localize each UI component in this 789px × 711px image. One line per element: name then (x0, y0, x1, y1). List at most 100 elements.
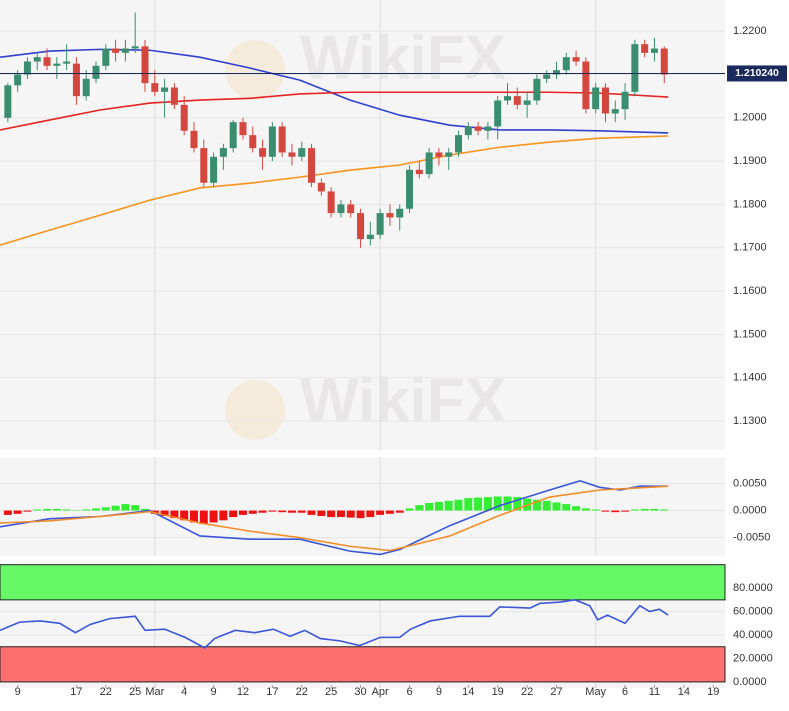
candle-body (425, 152, 433, 175)
x-tick-label: May (585, 686, 606, 698)
x-tick-label: 14 (678, 686, 690, 698)
histogram-bar (258, 510, 267, 513)
histogram-bar (640, 508, 649, 511)
x-tick-label: 9 (211, 686, 217, 698)
candle-body (552, 70, 560, 75)
x-tick-label: 11 (649, 686, 660, 698)
macd-pane (0, 457, 725, 556)
histogram-bar (493, 496, 502, 511)
candle-body (92, 65, 100, 79)
candle-body (200, 148, 208, 183)
candle-body (572, 57, 580, 62)
histogram-bar (62, 509, 71, 511)
candle-body (406, 169, 414, 209)
candle-body (357, 213, 365, 240)
histogram-bar (189, 510, 198, 523)
candle-body (543, 74, 551, 79)
candle-body (278, 126, 286, 153)
candle-body (386, 213, 394, 218)
histogram-bar (101, 507, 110, 511)
candle-body (210, 156, 218, 183)
histogram-bar (209, 510, 218, 523)
candle-body (562, 57, 570, 71)
candle-body (484, 126, 492, 131)
candle-body (415, 169, 423, 175)
histogram-bar (317, 510, 326, 516)
x-tick-label: 6 (622, 686, 628, 698)
candle-body (219, 148, 227, 157)
watermark: WikiFX (300, 366, 506, 435)
candle-body (474, 126, 482, 131)
histogram-bar (591, 509, 600, 511)
histogram-bar (454, 499, 463, 511)
y-tick-label: 1.1600 (733, 285, 767, 297)
histogram-bar (141, 508, 149, 511)
y-tick-label: 80.0000 (733, 582, 773, 594)
histogram-bar (278, 510, 287, 513)
candle-body (161, 87, 169, 92)
histogram-bar (474, 497, 483, 511)
candle-body (533, 78, 541, 101)
histogram-bar (660, 509, 669, 511)
candle-body (366, 234, 374, 240)
histogram-bar (327, 510, 336, 518)
histogram-bar (160, 510, 169, 516)
candle-body (141, 46, 149, 84)
candle-body (504, 96, 511, 101)
histogram-bar (415, 505, 424, 511)
y-tick-label: 1.1500 (733, 328, 767, 340)
histogram-bar (601, 510, 610, 512)
last-price-box (727, 65, 787, 82)
candle-body (592, 87, 600, 110)
line-series (0, 479, 669, 556)
candle-body (121, 48, 129, 53)
histogram-bar (425, 502, 434, 511)
histogram-bar (483, 497, 492, 511)
histogram-bar (464, 498, 473, 511)
histogram-bar (572, 506, 581, 511)
candle-body (259, 148, 267, 157)
histogram-bar (562, 504, 571, 511)
zone-band (0, 646, 726, 683)
y-tick-label: 0.0050 (733, 477, 767, 489)
candle-body (82, 78, 90, 97)
histogram-bar (92, 508, 101, 511)
watermark: WikiFX (300, 23, 506, 92)
candle-body (308, 148, 316, 183)
candle-body (494, 100, 502, 127)
line-series (0, 91, 669, 131)
y-tick-label: 0.0000 (733, 504, 767, 516)
y-tick-label: 1.1400 (733, 372, 767, 384)
candle-body (4, 85, 12, 118)
candle-body (650, 48, 658, 53)
histogram-bar (219, 510, 228, 521)
x-tick-label: 22 (100, 686, 112, 698)
candle-body (621, 91, 629, 110)
histogram-bar (131, 505, 140, 511)
histogram-bar (121, 504, 130, 511)
candle-body (455, 135, 463, 153)
candle-body (102, 48, 110, 66)
histogram-bar (581, 508, 590, 511)
histogram-bar (23, 510, 32, 512)
x-tick-label: 4 (181, 686, 187, 698)
x-tick-label: 17 (266, 686, 278, 698)
histogram-bar (532, 499, 541, 511)
histogram-bar (268, 510, 277, 512)
y-tick-label: 1.2000 (733, 112, 767, 124)
x-tick-label: 22 (521, 686, 533, 698)
y-tick-label: 1.1700 (733, 242, 767, 254)
histogram-bar (248, 510, 257, 514)
candle-body (464, 126, 472, 136)
candle-body (63, 61, 71, 64)
x-tick-label: 25 (325, 686, 337, 698)
histogram-bar (336, 510, 345, 518)
line-series (0, 485, 669, 552)
candle-body (53, 63, 61, 66)
candle-body (317, 182, 325, 192)
candle-body (180, 104, 188, 131)
histogram-bar (346, 510, 355, 518)
candle-body (23, 61, 31, 75)
candle-body (72, 63, 80, 97)
